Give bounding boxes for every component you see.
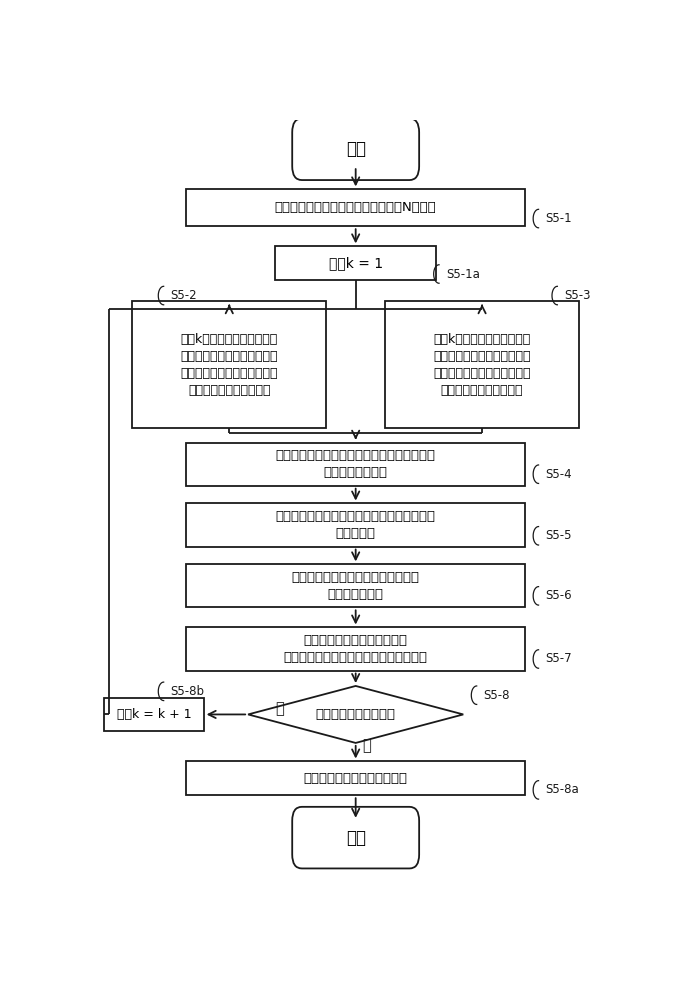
Text: 各层模型参数均收敛？: 各层模型参数均收敛？: [316, 708, 396, 721]
Text: 计算第一损失和第二损失的加权和，
作为总损失误差: 计算第一损失和第二损失的加权和， 作为总损失误差: [291, 571, 420, 601]
FancyBboxPatch shape: [292, 807, 419, 868]
Bar: [186, 761, 525, 795]
Text: S5-6: S5-6: [545, 589, 572, 602]
Polygon shape: [248, 686, 464, 743]
Text: 否: 否: [275, 702, 284, 717]
Text: S5-5: S5-5: [545, 529, 572, 542]
Text: 是: 是: [362, 739, 371, 754]
Bar: [385, 301, 579, 428]
Text: 对两个分割主网络模型的分割边界图求损失误
差，得到第一误差: 对两个分割主网络模型的分割边界图求损失误 差，得到第一误差: [276, 449, 436, 479]
Bar: [186, 503, 525, 547]
Text: S5-3: S5-3: [564, 289, 591, 302]
Text: 开始: 开始: [346, 140, 366, 158]
Text: S5-8a: S5-8a: [545, 783, 579, 796]
Text: 设定k = k + 1: 设定k = k + 1: [117, 708, 192, 721]
Text: S5-4: S5-4: [545, 468, 572, 481]
Text: S5-8: S5-8: [484, 689, 510, 702]
Bar: [186, 564, 525, 607]
Bar: [186, 443, 525, 486]
Bar: [275, 246, 437, 280]
Bar: [186, 189, 525, 226]
Text: 将第k批次的训练图像依次输
入第二分割主网络模型进行迭
代训练，得到对应的分割掩码
图、分割边界图以及熵图: 将第k批次的训练图像依次输 入第二分割主网络模型进行迭 代训练，得到对应的分割掩…: [433, 333, 531, 397]
Text: 得到训练后的分割主网络模型: 得到训练后的分割主网络模型: [304, 772, 407, 785]
Text: 将总损失误差进行反向传播，
从而更新两个分割主网络模型的模型参数: 将总损失误差进行反向传播， 从而更新两个分割主网络模型的模型参数: [284, 634, 428, 664]
Text: 设定k = 1: 设定k = 1: [329, 256, 382, 270]
Text: S5-2: S5-2: [171, 289, 197, 302]
Text: S5-1a: S5-1a: [446, 267, 480, 280]
Text: S5-1: S5-1: [545, 212, 572, 225]
Text: S5-8b: S5-8b: [171, 685, 205, 698]
Bar: [133, 301, 326, 428]
Bar: [186, 627, 525, 671]
Text: 结束: 结束: [346, 829, 366, 847]
Bar: [104, 698, 204, 731]
Text: S5-7: S5-7: [545, 652, 572, 666]
FancyBboxPatch shape: [292, 118, 419, 180]
Text: 将训练数据集中的多个训练图像分为N个批次: 将训练数据集中的多个训练图像分为N个批次: [275, 201, 437, 214]
Text: 对两个分割主网络模型的熵图求损失误差，得
到第二误差: 对两个分割主网络模型的熵图求损失误差，得 到第二误差: [276, 510, 436, 540]
Text: 将第k批次的训练图像依次输
入第一分割主网络模型进行迭
代训练，得到对应的分割掩码
图、分割边界图以及熵图: 将第k批次的训练图像依次输 入第一分割主网络模型进行迭 代训练，得到对应的分割掩…: [180, 333, 278, 397]
